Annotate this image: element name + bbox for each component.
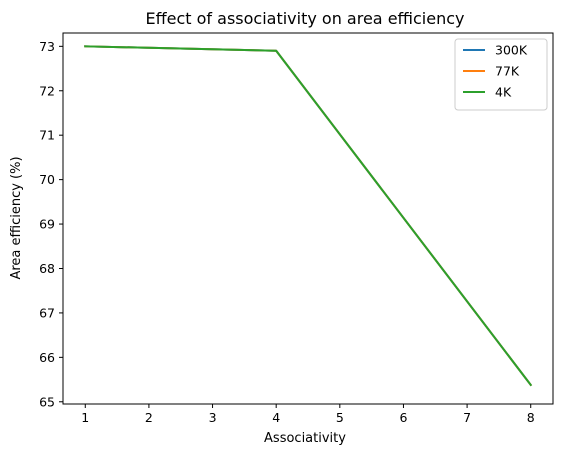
y-tick-label: 65	[39, 394, 55, 409]
legend-label: 77K	[495, 64, 520, 79]
x-tick-label: 5	[336, 410, 344, 425]
x-tick-label: 6	[399, 410, 407, 425]
y-axis-label: Area efficiency (%)	[9, 156, 24, 279]
legend: 300K 77K 4K	[455, 39, 547, 110]
chart-title: Effect of associativity on area efficien…	[146, 9, 465, 28]
legend-label: 300K	[495, 43, 528, 58]
y-tick-label: 68	[39, 261, 55, 276]
y-tick-label: 73	[39, 39, 55, 54]
x-tick-label: 7	[463, 410, 471, 425]
x-axis-label: Associativity	[264, 431, 346, 446]
x-tick-label: 1	[81, 410, 89, 425]
y-tick-label: 72	[39, 83, 55, 98]
y-tick-label: 66	[39, 350, 55, 365]
legend-label: 4K	[495, 85, 512, 100]
y-tick-label: 69	[39, 217, 55, 232]
y-tick-label: 71	[39, 128, 55, 143]
x-tick-label: 3	[209, 410, 217, 425]
x-tick-label: 2	[145, 410, 153, 425]
y-tick-label: 70	[39, 172, 55, 187]
x-tick-label: 4	[272, 410, 280, 425]
y-tick-label: 67	[39, 305, 55, 320]
x-tick-label: 8	[527, 410, 535, 425]
